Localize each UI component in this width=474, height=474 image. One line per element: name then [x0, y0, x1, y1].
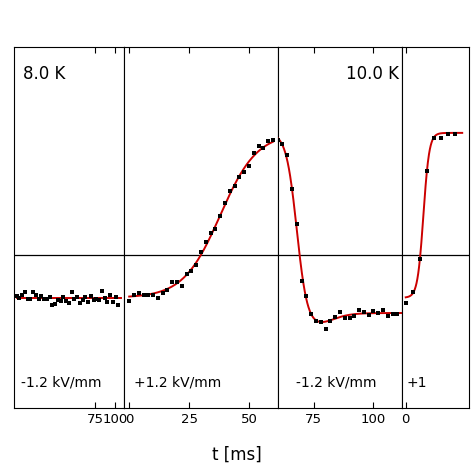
Text: -1.2 kV/mm: -1.2 kV/mm: [296, 375, 377, 390]
Text: +1.2 kV/mm: +1.2 kV/mm: [134, 375, 221, 390]
Text: 8.0 K: 8.0 K: [23, 65, 65, 83]
Text: 10.0 K: 10.0 K: [346, 65, 399, 83]
Text: -1.2 kV/mm: -1.2 kV/mm: [21, 375, 101, 390]
Text: +1: +1: [406, 375, 427, 390]
Text: t [ms]: t [ms]: [212, 446, 262, 464]
